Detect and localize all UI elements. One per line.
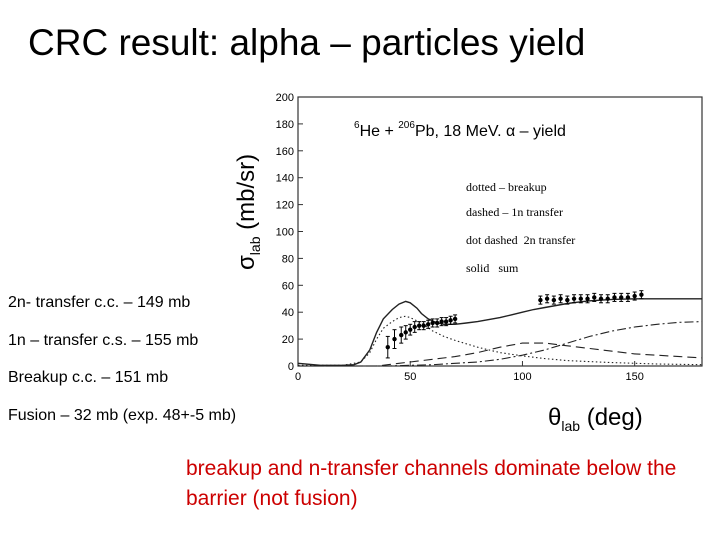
data-point [639, 292, 644, 297]
data-point [430, 320, 435, 326]
data-point [443, 319, 449, 324]
x-axis-unit: (deg) [580, 404, 643, 431]
data-point [392, 336, 397, 342]
data-points [385, 290, 644, 359]
data-point [448, 318, 453, 323]
x-axis-label: θlab (deg) [548, 404, 643, 434]
y-axis-unit: (mb/sr) [233, 154, 260, 237]
data-point [452, 316, 458, 322]
data-point [399, 332, 404, 338]
plot-title-proj-mass: 6 [354, 120, 360, 131]
data-point [385, 344, 390, 350]
data-point [538, 297, 543, 303]
data-point [403, 330, 408, 335]
x-tick-label: 50 [404, 371, 416, 383]
data-point [612, 295, 617, 300]
curve-dotdash [298, 321, 703, 367]
data-point [417, 323, 422, 328]
y-tick-labels: 0 20 40 60 80 100 120 140 160 180 200 [276, 92, 294, 373]
data-point [558, 296, 563, 301]
x-tick-label: 0 [295, 371, 301, 383]
bullet-fusion: Fusion – 32 mb (exp. 48+-5 mb) [8, 406, 270, 425]
y-tick-label: 120 [276, 200, 294, 212]
data-point [619, 295, 624, 300]
data-point [605, 296, 610, 301]
x-axis-sub: lab [561, 418, 580, 434]
data-point [412, 324, 417, 330]
x-tick-labels: 0 50 100 150 [295, 371, 644, 383]
bullet-1n-transfer: 1n – transfer c.s. – 155 mb [8, 331, 270, 350]
plot-title-targ-mass: 206 [398, 120, 415, 131]
plot-title: 6He + 206Pb, 18 MeV. α – yield [354, 120, 566, 140]
y-tick-label: 200 [276, 92, 294, 104]
data-point [565, 297, 570, 303]
data-point [632, 293, 637, 299]
data-point [408, 327, 413, 332]
bullet-2n-transfer: 2n- transfer c.c. – 149 mb [8, 293, 270, 312]
curve-dashed [298, 342, 703, 367]
y-axis-label: σlab (mb/sr) [233, 154, 263, 270]
legend-item-dotdashed: dot dashed 2n transfer [466, 233, 575, 247]
legend-item-dotted: dotted – breakup [466, 180, 547, 194]
data-point [571, 296, 577, 301]
plot-title-targ: Pb, 18 MeV. α – yield [415, 123, 566, 140]
y-tick-label: 60 [282, 280, 294, 292]
bullet-breakup: Breakup c.c. – 151 mb [8, 368, 270, 387]
y-tick-label: 0 [288, 361, 294, 373]
y-tick-label: 100 [276, 227, 294, 239]
data-point [551, 297, 557, 303]
x-tick-label: 100 [513, 371, 531, 383]
data-point [425, 322, 431, 327]
plot-title-proj: He + [360, 123, 399, 140]
data-point [578, 296, 583, 301]
y-tick-label: 80 [282, 253, 294, 265]
x-tick-label: 150 [625, 371, 643, 383]
y-axis-symbol: σ [233, 255, 260, 270]
y-axis-sub: lab [247, 236, 263, 255]
legend: dotted – breakup dashed – 1n transfer do… [466, 180, 575, 275]
data-point [625, 295, 631, 300]
data-point [434, 320, 440, 326]
x-axis-symbol: θ [548, 404, 561, 431]
data-point [592, 295, 597, 300]
y-tick-label: 140 [276, 173, 294, 185]
curves [297, 298, 703, 367]
legend-item-solid: solid sum [466, 261, 519, 275]
y-tick-label: 160 [276, 146, 294, 158]
y-tick-label: 40 [282, 307, 294, 319]
plot-area [297, 96, 703, 367]
cross-section-chart: 0 50 100 150 0 20 40 60 80 100 120 140 160 180 200 6H… [233, 92, 703, 434]
data-point [544, 296, 550, 301]
slide-title: CRC result: alpha – particles yield [28, 22, 586, 63]
y-tick-label: 180 [276, 119, 294, 131]
data-point [585, 296, 590, 301]
data-point [421, 323, 426, 328]
legend-item-dashed: dashed – 1n transfer [466, 205, 563, 219]
data-point [598, 296, 604, 301]
curve-dotted [298, 315, 703, 366]
data-point [439, 319, 444, 324]
y-tick-label: 20 [282, 334, 294, 346]
curve-solid [297, 298, 702, 366]
conclusion-text: breakup and n-transfer channels dominate… [186, 457, 677, 510]
